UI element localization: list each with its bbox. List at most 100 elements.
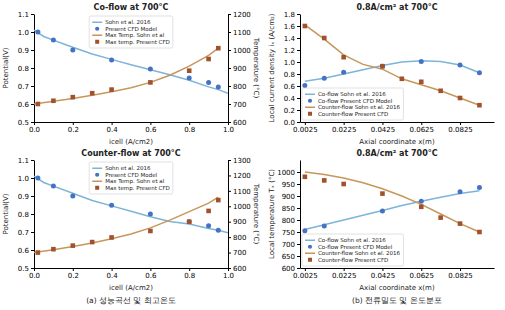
y-axis-tick-mark [297, 122, 300, 123]
plot-marks [34, 176, 228, 255]
point [148, 212, 153, 217]
point [90, 91, 95, 96]
point [303, 175, 308, 180]
point [458, 189, 463, 194]
point [419, 205, 424, 210]
legend-swatch [95, 186, 99, 190]
y-axis-tick: 0.6 [284, 83, 300, 91]
y2-axis-tick-label: 1200 [233, 11, 251, 19]
y2-axis-tick-mark [228, 68, 231, 69]
x-axis-tick: 0.0225 [332, 122, 357, 134]
x-axis-tick: 0.8 [184, 268, 195, 280]
point [51, 98, 56, 103]
y-axis: 0.50.60.70.80.91.01.1 [18, 11, 35, 127]
point [216, 198, 221, 203]
legend-swatch [95, 40, 99, 44]
x-axis: 0.00250.02250.04250.06250.0825 [293, 122, 494, 134]
legend-label: Sohn et al. 2016 [105, 165, 151, 171]
y-axis-tick-label: 0.6 [18, 101, 30, 109]
legend-entry: Counter-flow Sohn et al. 2016 [305, 250, 400, 256]
point [71, 95, 76, 100]
y-axis: 6006507007508008509009501000 [277, 161, 300, 273]
y-axis-title: Potential(V) [2, 193, 10, 234]
point [109, 57, 114, 62]
legend: Sohn et al. 2016Present CFD ModelMax Tem… [89, 16, 173, 48]
x-axis-tick-label: 0.8 [184, 126, 195, 134]
x-axis-tick-mark [460, 268, 461, 271]
y-axis-tick: 0.9 [18, 47, 34, 55]
y-axis-tick: 0.0 [284, 119, 300, 127]
y-axis-tick-label: 0.9 [18, 193, 29, 201]
plot-marks [302, 172, 482, 234]
legend-background [89, 162, 173, 194]
y-axis-tick: 800 [282, 217, 300, 225]
series-line [34, 176, 228, 233]
point [216, 228, 221, 233]
legend-label: Present CFD Model [105, 26, 157, 32]
legend-items: Co-flow Sohn et al. 2016Co-flow Present … [305, 91, 400, 117]
y-axis-line [300, 15, 301, 123]
y2-axis-tick-mark [228, 14, 231, 15]
legend-entry: Counter-flow Present CFD [308, 111, 388, 117]
legend-swatch [305, 240, 315, 242]
y-axis-tick-mark [31, 214, 34, 215]
y2-axis: 600700800900100011001200 [228, 11, 251, 127]
x-axis-tick-mark [460, 122, 461, 125]
y2-axis-tick: 1200 [228, 172, 251, 180]
legend-label: Co-flow Sohn et al. 2016 [318, 91, 386, 97]
y2-axis-tick-mark [228, 253, 231, 254]
y2-axis-tick: 600 [228, 119, 246, 127]
point [458, 221, 463, 226]
legend: Co-flow Sohn et al. 2016Co-flow Present … [302, 88, 403, 120]
y-axis-tick: 0.5 [18, 119, 34, 127]
y-axis-tick: 1.0 [284, 59, 300, 67]
y-axis-tick-label: 1.0 [18, 29, 29, 37]
series-line [305, 191, 480, 230]
x-axis-tick-label: 0.2 [68, 272, 79, 280]
y-axis-tick-label: 1.0 [18, 175, 29, 183]
legend-label: Co-flow Present CFD Model [318, 244, 393, 250]
y-axis-title: Local temperature Tₓ (°C) [268, 169, 276, 259]
point [109, 235, 114, 240]
x-axis-tick-mark [382, 268, 383, 271]
legend-swatch [308, 245, 312, 249]
x-axis-tick-mark [421, 122, 422, 125]
y-axis-tick-label: 1000 [277, 169, 295, 177]
point [35, 176, 40, 181]
series-points [35, 176, 220, 233]
y-axis-tick: 1000 [277, 169, 300, 177]
y-axis-tick: 0.8 [284, 71, 300, 79]
x-axis-tick: 0.8 [184, 122, 195, 134]
y2-axis-tick-label: 900 [233, 65, 246, 73]
y-axis-tick: 1.0 [18, 29, 34, 37]
y-axis-tick-mark [297, 86, 300, 87]
point [419, 59, 424, 64]
x-axis-tick-mark [189, 122, 190, 125]
point [148, 229, 153, 234]
point [438, 215, 443, 220]
plot-marks [34, 30, 228, 107]
x-axis-tick-mark [344, 268, 345, 271]
legend-items: Sohn et al. 2016Present CFD ModelMax Tem… [92, 19, 170, 46]
x-axis-tick-mark [73, 122, 74, 125]
x-axis-tick-mark [382, 122, 383, 125]
legend-label: Counter-flow Sohn et al. 2016 [318, 104, 400, 110]
point [380, 64, 385, 69]
x-axis-tick: 0.0625 [410, 268, 435, 280]
y-axis-tick-mark [297, 196, 300, 197]
y-axis-tick: 0.6 [18, 247, 34, 255]
legend-swatch [95, 27, 99, 31]
y2-axis-tick-mark [228, 50, 231, 51]
panel: 0.00.20.40.60.81.00.50.60.70.80.91.01.16… [2, 3, 260, 146]
legend-swatch [95, 173, 99, 177]
point [35, 30, 40, 35]
x-axis-tick: 0.2 [68, 268, 79, 280]
legend-entry: Present CFD Model [95, 26, 157, 32]
x-axis-tick-label: 0.0025 [293, 126, 318, 134]
point [187, 219, 192, 224]
legend-swatch [92, 168, 102, 170]
y2-axis-tick: 600 [228, 265, 246, 273]
y-axis-tick-mark [31, 160, 34, 161]
point [419, 80, 424, 85]
x-axis-tick-label: 0.0425 [371, 126, 396, 134]
